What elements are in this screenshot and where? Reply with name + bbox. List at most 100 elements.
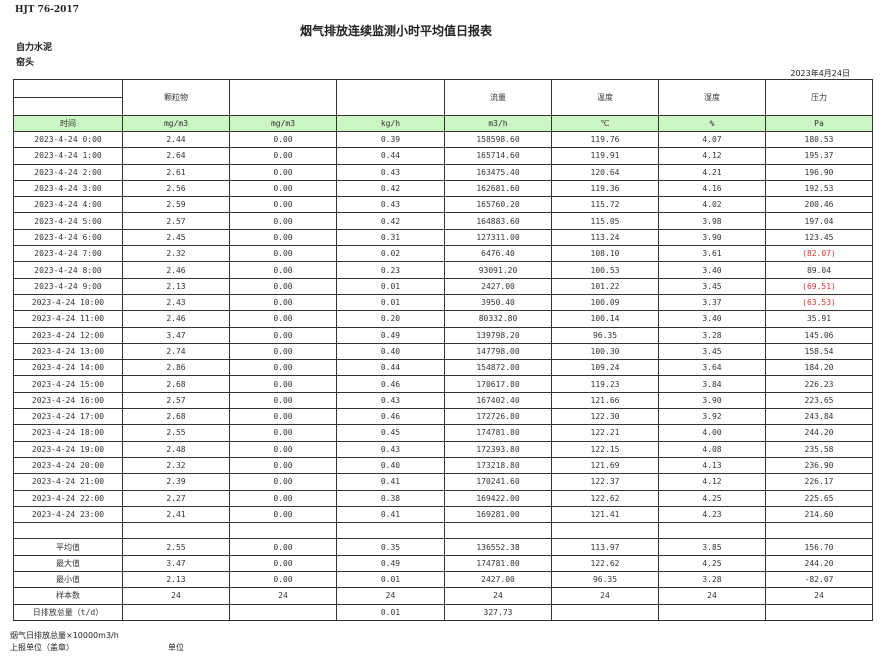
value-cell: 0.00 bbox=[229, 212, 337, 230]
value-cell: 0.00 bbox=[229, 261, 337, 279]
value-cell: 3.37 bbox=[658, 293, 766, 312]
value-cell: 170617.80 bbox=[444, 375, 552, 393]
value-cell: 158.54 bbox=[765, 342, 873, 361]
table-row: 2023-4-24 5:00 2.57 0.00 0.42 164883.60 115.0… bbox=[13, 212, 873, 230]
value-cell: 226.17 bbox=[765, 473, 873, 491]
value-cell: 2.43 bbox=[122, 293, 230, 312]
value-cell: 3.40 bbox=[658, 261, 766, 279]
value-cell: 0.40 bbox=[336, 456, 445, 475]
table-row: 2023-4-24 23:00 2.41 0.00 0.41 169281.00 121.… bbox=[13, 505, 873, 524]
value-cell: 3.64 bbox=[658, 359, 766, 377]
value-cell: 2.57 bbox=[122, 391, 230, 410]
summary-label: 最小值 bbox=[13, 571, 123, 589]
value-cell: 154872.00 bbox=[444, 359, 552, 377]
header-cell: 流量 bbox=[444, 79, 552, 116]
value-cell: 0.00 bbox=[229, 179, 337, 198]
value-cell: 93091.20 bbox=[444, 261, 552, 279]
value-cell: 0.00 bbox=[229, 424, 337, 442]
summary-value: 2427.00 bbox=[444, 571, 552, 589]
value-cell: 2.86 bbox=[122, 359, 230, 377]
summary-value: 136552.38 bbox=[444, 538, 552, 556]
table-row: 2023-4-24 3:00 2.56 0.00 0.42 162681.60 119.3… bbox=[13, 179, 873, 198]
value-cell: 100.53 bbox=[551, 261, 659, 279]
value-cell: 0.00 bbox=[229, 359, 337, 377]
summary-label: 平均值 bbox=[13, 538, 123, 556]
value-cell: 2.56 bbox=[122, 179, 230, 198]
table-row: 2023-4-24 18:00 2.55 0.00 0.45 174781.80 122.… bbox=[13, 424, 873, 442]
report-table: 颗粒物 流量 温度 湿度 压力 时间 mg/m3 mg/m3 kg/h m3/h ℃% Pa 2023-… bbox=[13, 79, 873, 621]
value-cell: 3.61 bbox=[658, 245, 766, 263]
company-name: 自力水泥 bbox=[16, 43, 53, 53]
summary-value: 113.97 bbox=[551, 538, 659, 556]
value-cell: 0.20 bbox=[336, 310, 445, 328]
value-cell: 108.10 bbox=[551, 245, 659, 263]
summary-value: 24 bbox=[658, 587, 766, 605]
value-cell: 2.64 bbox=[122, 147, 230, 165]
time-cell: 2023-4-24 9:00 bbox=[13, 277, 123, 295]
blank-cell bbox=[229, 522, 337, 540]
value-cell: 2.32 bbox=[122, 245, 230, 263]
value-cell: 122.21 bbox=[551, 424, 659, 442]
value-cell: 2.57 bbox=[122, 212, 230, 230]
summary-value: 0.00 bbox=[229, 571, 337, 589]
time-cell: 2023-4-24 10:00 bbox=[13, 293, 123, 312]
value-cell: 243.84 bbox=[765, 408, 873, 426]
table-row: 2023-4-24 16:00 2.57 0.00 0.43 167402.40 121.… bbox=[13, 391, 873, 410]
value-cell: 0.42 bbox=[336, 212, 445, 230]
time-cell: 2023-4-24 1:00 bbox=[13, 147, 123, 165]
time-cell: 2023-4-24 2:00 bbox=[13, 163, 123, 181]
value-cell: 115.72 bbox=[551, 196, 659, 214]
table-row: 2023-4-24 21:00 2.39 0.00 0.41 170241.60 122.… bbox=[13, 473, 873, 491]
table-row: 2023-4-24 19:00 2.48 0.00 0.43 172393.80 122.… bbox=[13, 440, 873, 458]
value-cell: 4.12 bbox=[658, 473, 766, 491]
table-row: 2023-4-24 22:00 2.27 0.00 0.38 169422.00 122.… bbox=[13, 489, 873, 507]
summary-value bbox=[551, 603, 659, 621]
value-cell: 121.41 bbox=[551, 505, 659, 524]
table-row: 2023-4-24 20:00 2.32 0.00 0.40 173218.80 121.… bbox=[13, 456, 873, 475]
time-cell: 2023-4-24 16:00 bbox=[13, 391, 123, 410]
value-cell: 0.43 bbox=[336, 391, 445, 410]
value-cell: 6476.40 bbox=[444, 245, 552, 263]
summary-value: 327.73 bbox=[444, 603, 552, 621]
summary-value: 24 bbox=[444, 587, 552, 605]
summary-value: -82.07 bbox=[765, 571, 873, 589]
value-cell: 0.23 bbox=[336, 261, 445, 279]
summary-value: 0.49 bbox=[336, 554, 445, 573]
summary-label: 最大值 bbox=[13, 554, 123, 573]
summary-value: 24 bbox=[551, 587, 659, 605]
value-cell: 4.16 bbox=[658, 179, 766, 198]
value-cell: 0.31 bbox=[336, 228, 445, 247]
table-row: 2023-4-24 7:00 2.32 0.00 0.02 6476.40 108.10 3… bbox=[13, 245, 873, 263]
unit-cell: mg/m3 bbox=[122, 115, 230, 132]
value-cell: 0.44 bbox=[336, 359, 445, 377]
unit-cell: m3/h bbox=[444, 115, 552, 132]
time-cell: 2023-4-24 3:00 bbox=[13, 179, 123, 198]
summary-value: 3.28 bbox=[658, 571, 766, 589]
time-cell: 2023-4-24 5:00 bbox=[13, 212, 123, 230]
value-cell: 2.39 bbox=[122, 473, 230, 491]
time-cell: 2023-4-24 15:00 bbox=[13, 375, 123, 393]
summary-row: 样本数 24 24 24 24 24 24 24 bbox=[13, 587, 873, 605]
site-name: 窑头 bbox=[16, 58, 35, 68]
time-cell: 2023-4-24 6:00 bbox=[13, 228, 123, 247]
value-cell: 0.38 bbox=[336, 489, 445, 507]
time-cell: 2023-4-24 7:00 bbox=[13, 245, 123, 263]
value-cell: 115.05 bbox=[551, 212, 659, 230]
value-cell: 192.53 bbox=[765, 179, 873, 198]
value-cell: 113.24 bbox=[551, 228, 659, 247]
value-cell: 0.00 bbox=[229, 473, 337, 491]
value-cell: 3.92 bbox=[658, 408, 766, 426]
value-cell: 0.43 bbox=[336, 196, 445, 214]
value-cell: 2.68 bbox=[122, 408, 230, 426]
summary-row: 最小值 2.13 0.00 0.01 2427.00 96.35 3.28 -82.07 bbox=[13, 571, 873, 589]
header-cell: 压力 bbox=[765, 79, 873, 116]
value-cell: 4.07 bbox=[658, 130, 766, 149]
value-cell: 2.48 bbox=[122, 440, 230, 458]
value-cell: 0.44 bbox=[336, 147, 445, 165]
value-cell: 2427.00 bbox=[444, 277, 552, 295]
value-cell: 109.24 bbox=[551, 359, 659, 377]
blank-cell bbox=[13, 522, 123, 540]
value-cell: 0.00 bbox=[229, 245, 337, 263]
value-cell: 2.59 bbox=[122, 196, 230, 214]
header-blank bbox=[13, 97, 123, 116]
